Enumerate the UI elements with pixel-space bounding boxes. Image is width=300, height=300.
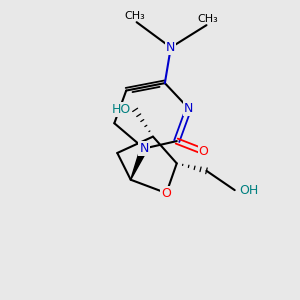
Text: N: N <box>140 142 149 155</box>
Text: HO: HO <box>111 103 131 116</box>
Text: CH₃: CH₃ <box>198 14 218 24</box>
Polygon shape <box>131 147 147 180</box>
Text: O: O <box>161 187 171 200</box>
Text: N: N <box>166 41 176 54</box>
Text: N: N <box>184 102 193 115</box>
Text: O: O <box>199 145 208 158</box>
Text: OH: OH <box>239 184 258 196</box>
Text: CH₃: CH₃ <box>125 11 146 21</box>
